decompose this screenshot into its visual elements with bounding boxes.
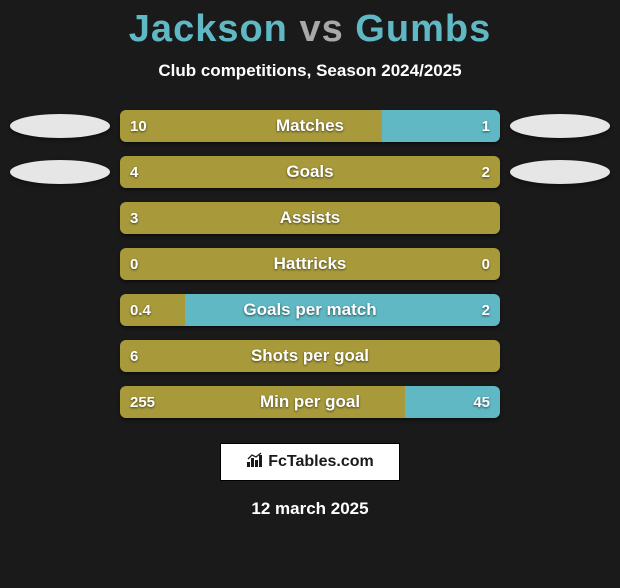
comparison-title: Jackson vs Gumbs <box>0 8 620 51</box>
stat-bar: 101Matches <box>120 110 500 142</box>
bar-segment-player1 <box>120 386 405 418</box>
player2-badge <box>510 160 610 184</box>
chart-icon <box>246 452 264 473</box>
bar-segment-player1 <box>120 202 500 234</box>
subtitle: Club competitions, Season 2024/2025 <box>0 61 620 81</box>
vs-separator: vs <box>299 8 343 50</box>
attribution-badge: FcTables.com <box>220 443 400 481</box>
attribution-text: FcTables.com <box>268 453 374 471</box>
bar-segment-player1 <box>120 248 500 280</box>
bar-segment-player2 <box>405 386 500 418</box>
bar-segment-player1 <box>120 294 185 326</box>
stat-row: 25545Min per goal <box>0 379 620 425</box>
stat-row: 3Assists <box>0 195 620 241</box>
bar-segment-player2 <box>382 110 500 142</box>
stat-bar: 00Hattricks <box>120 248 500 280</box>
stat-bar: 0.42Goals per match <box>120 294 500 326</box>
stat-bar: 6Shots per goal <box>120 340 500 372</box>
stat-row: 101Matches <box>0 103 620 149</box>
stat-row: 42Goals <box>0 149 620 195</box>
stat-row: 6Shots per goal <box>0 333 620 379</box>
player1-badge <box>10 114 110 138</box>
player2-badge <box>510 114 610 138</box>
player2-name: Gumbs <box>355 8 491 50</box>
bar-segment-player2 <box>185 294 500 326</box>
stats-rows-container: 101Matches 42Goals 3Assists 00Hattricks 0.42… <box>0 103 620 425</box>
player1-name: Jackson <box>129 8 288 50</box>
player1-badge <box>10 160 110 184</box>
stat-row: 0.42Goals per match <box>0 287 620 333</box>
stat-row: 00Hattricks <box>0 241 620 287</box>
bar-segment-player1 <box>120 110 382 142</box>
bar-segment-player1 <box>120 340 500 372</box>
date-text: 12 march 2025 <box>0 499 620 519</box>
stat-bar: 3Assists <box>120 202 500 234</box>
stat-bar: 25545Min per goal <box>120 386 500 418</box>
stat-bar: 42Goals <box>120 156 500 188</box>
bar-segment-player1 <box>120 156 500 188</box>
